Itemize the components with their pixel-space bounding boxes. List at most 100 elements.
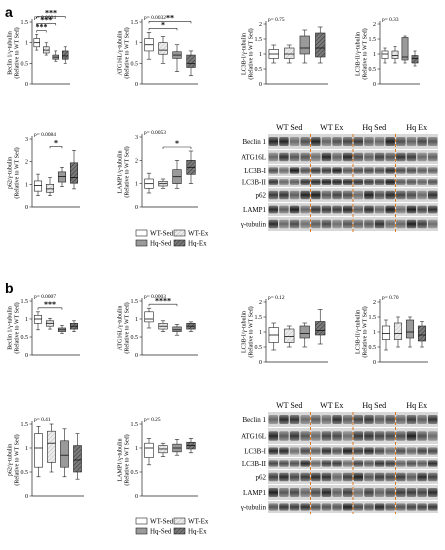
box-iqr xyxy=(69,162,79,184)
blot-band xyxy=(385,431,395,441)
blot-band xyxy=(332,137,342,146)
blot-band xyxy=(406,152,417,162)
y-tick-label: 0 xyxy=(135,494,138,500)
blot-group-header: Hq Sed xyxy=(362,401,386,410)
box-iqr xyxy=(73,445,82,473)
western-blot-b: WT Sed WT Ex Hq Sed Hq Ex Beclin 1 ATG16L LC3B… xyxy=(240,401,438,514)
blot-band xyxy=(406,503,417,511)
blot-band xyxy=(268,205,279,214)
box-WT-Sed xyxy=(381,47,389,64)
blot-band xyxy=(321,205,332,214)
box-WT-Sed xyxy=(144,32,154,60)
blot-band xyxy=(279,472,289,482)
legend-label: Hq-Sed xyxy=(150,528,172,536)
box-iqr xyxy=(47,430,56,463)
legend-label: WT-Ex xyxy=(188,518,209,526)
legend-swatch xyxy=(173,517,186,525)
blot-band xyxy=(385,415,395,424)
blot-row-label: ATG16L xyxy=(241,433,266,441)
legend-swatch xyxy=(135,527,148,535)
blot-row-label: γ-tubulin xyxy=(240,221,267,229)
blot-band xyxy=(321,219,332,229)
y-tick-label: 1 xyxy=(25,317,28,323)
blot-band xyxy=(396,205,406,214)
blot-group-header: WT Sed xyxy=(276,401,302,410)
blot-band xyxy=(311,447,321,455)
blot-band xyxy=(279,152,289,162)
box-WT-Ex xyxy=(284,44,295,64)
blot-band xyxy=(321,137,332,146)
blot-band xyxy=(321,431,332,441)
blot-band xyxy=(417,219,427,229)
blot-group-header: WT Ex xyxy=(320,123,343,132)
blot-band xyxy=(321,167,332,174)
y-tick-label: 1 xyxy=(135,317,138,323)
blot-band xyxy=(406,488,417,497)
blot-band xyxy=(353,472,364,482)
blot-band xyxy=(332,205,342,214)
panel-label-b: b xyxy=(5,280,14,296)
blot-band xyxy=(417,503,427,511)
blot-band xyxy=(289,447,300,455)
blot-band xyxy=(385,190,395,200)
blot-band xyxy=(289,190,300,200)
blot-band xyxy=(427,431,438,441)
blot-band xyxy=(300,488,310,497)
box-iqr xyxy=(299,325,310,339)
box-WT-Sed xyxy=(144,172,154,194)
blot-band xyxy=(385,205,395,214)
significance-label: *** xyxy=(36,23,48,32)
blot-band xyxy=(374,460,385,467)
legend-label: WT-Sed xyxy=(150,230,174,238)
y-axis-label: LC3B-I/γ-tubulin(Relative to WT Sed) xyxy=(242,306,255,357)
significance-bracket: * xyxy=(162,139,192,149)
box-iqr xyxy=(393,322,403,340)
box-iqr xyxy=(144,442,154,458)
y-tick-label: 2 xyxy=(373,22,376,28)
y-axis-label: p62/γ-tubulin(Relative to WT Sed) xyxy=(8,147,21,198)
p-value: p= 0.0084 xyxy=(34,132,56,138)
legend-label: Hq-Ex xyxy=(188,240,207,248)
panel-label-a: a xyxy=(5,4,13,20)
box-WT-Sed xyxy=(268,44,279,64)
y-tick-label: 1 xyxy=(373,52,376,58)
legends-layer: WT-Sed WT-Ex Hq-Sed Hq-Ex WT-Sed WT-Ex Hq-Sed H… xyxy=(135,230,209,536)
significance-label: * xyxy=(54,139,58,148)
blot-band xyxy=(311,488,321,497)
blot-band xyxy=(342,179,353,185)
box-WT-Sed xyxy=(33,311,43,331)
box-Hq-Ex xyxy=(73,433,82,480)
p-value: p= 0.75 xyxy=(268,17,285,23)
blot-band xyxy=(300,219,310,229)
blot-band xyxy=(417,137,427,146)
blot-band xyxy=(300,503,310,511)
blot-band xyxy=(427,219,438,229)
blot-band xyxy=(300,137,310,146)
box-WT-Ex xyxy=(158,36,168,64)
box-Hq-Ex xyxy=(62,46,69,64)
legend-label: Hq-Ex xyxy=(188,528,207,536)
box-Hq-Ex xyxy=(186,50,196,77)
legend-swatch xyxy=(135,517,148,525)
box-iqr xyxy=(60,440,69,468)
y-tick-label: 1 xyxy=(135,446,138,452)
blot-band xyxy=(385,137,395,146)
blot-band xyxy=(353,167,364,174)
blot-band xyxy=(342,447,353,455)
y-tick-label: 0 xyxy=(373,360,376,366)
blot-band xyxy=(406,415,417,424)
box-WT-Sed xyxy=(33,173,43,196)
blot-band xyxy=(332,190,342,200)
y-tick-label: 0.5 xyxy=(21,335,29,341)
blot-band xyxy=(427,205,438,214)
box-iqr xyxy=(158,42,168,55)
p-value: p= 0.25 xyxy=(144,417,161,423)
blot-band xyxy=(364,179,374,185)
blot-band xyxy=(332,488,342,497)
y-tick-label: 1 xyxy=(259,52,262,58)
blot-band xyxy=(279,167,289,174)
